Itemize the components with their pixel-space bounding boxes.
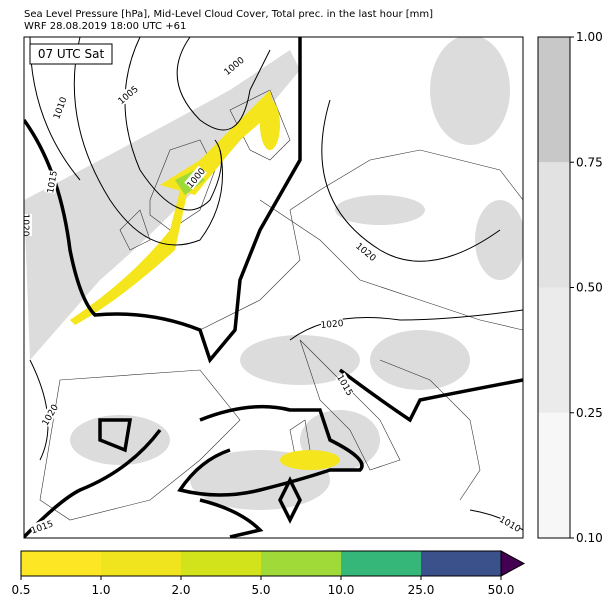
colorbar-tick-label: 10.0: [328, 583, 355, 597]
contour-label-bg: [50, 95, 69, 121]
contour-label-bg: [335, 372, 356, 398]
colorbar-tick-label: 0.75: [576, 155, 603, 169]
title: Sea Level Pressure [hPa], Mid-Level Clou…: [24, 9, 433, 20]
isobars-thick: [24, 37, 523, 538]
contour-label-bg: [29, 517, 55, 536]
colorbar-tick-label: 0.5: [11, 583, 30, 597]
colorbar-segment: [21, 551, 101, 576]
colorbar-segment: [538, 162, 570, 288]
map: 1000100510101015102010001020102010151020…: [20, 36, 524, 539]
contour-label-bg: [39, 402, 60, 428]
colorbar-segment: [421, 551, 501, 576]
subtitle: WRF 28.08.2019 18:00 UTC +61: [24, 21, 186, 32]
colorbar-segment: [101, 551, 181, 576]
colorbar-tick-label: 1.0: [91, 583, 110, 597]
contour-label-bg: [115, 83, 140, 106]
precip-colorbar: 0.5 1.0 2.0 5.0 10.0 25.0 50.0: [11, 550, 526, 597]
cloud-areas: [24, 37, 523, 510]
colorbar-segment: [538, 37, 570, 163]
colorbar-segment: [181, 551, 261, 576]
colorbar-tick-label: 5.0: [251, 583, 270, 597]
contour-label-bg: [184, 165, 207, 190]
colorbar-tick-label: 0.25: [576, 406, 603, 420]
contour-label: 1015: [46, 170, 60, 194]
contour-label: 1020: [320, 319, 344, 331]
colorbar-segment: [341, 551, 421, 576]
map-frame: [23, 36, 524, 539]
colorbar-tick-label: 2.0: [171, 583, 190, 597]
time-label-box: [29, 43, 113, 65]
contour-label-bg: [24, 214, 32, 236]
contour-label-bg: [497, 513, 523, 534]
colorbar-tick-label: 0.10: [576, 531, 603, 545]
colorbar-tick-label: 1.00: [576, 30, 603, 44]
coastlines: [39, 89, 523, 521]
colorbar-tick-label: 0.50: [576, 281, 603, 295]
colorbar-tick-label: 25.0: [408, 583, 435, 597]
colorbar-tick-label: 50.0: [488, 583, 515, 597]
contour-label-bg: [44, 170, 59, 194]
contour-label-bg: [354, 240, 379, 263]
colorbar-extend: [500, 550, 526, 577]
cloud-colorbar: 0.10 0.25 0.50 0.75 1.00: [537, 30, 603, 545]
colorbar-segment: [538, 412, 570, 538]
precip-areas: [70, 90, 340, 470]
contour-label: 1020: [20, 214, 30, 237]
colorbar-segment: [538, 287, 570, 413]
time-label: 07 UTC Sat: [38, 47, 105, 61]
colorbar-segment: [261, 551, 341, 576]
contour-label-bg: [221, 54, 246, 77]
contour-label-bg: [320, 317, 344, 330]
